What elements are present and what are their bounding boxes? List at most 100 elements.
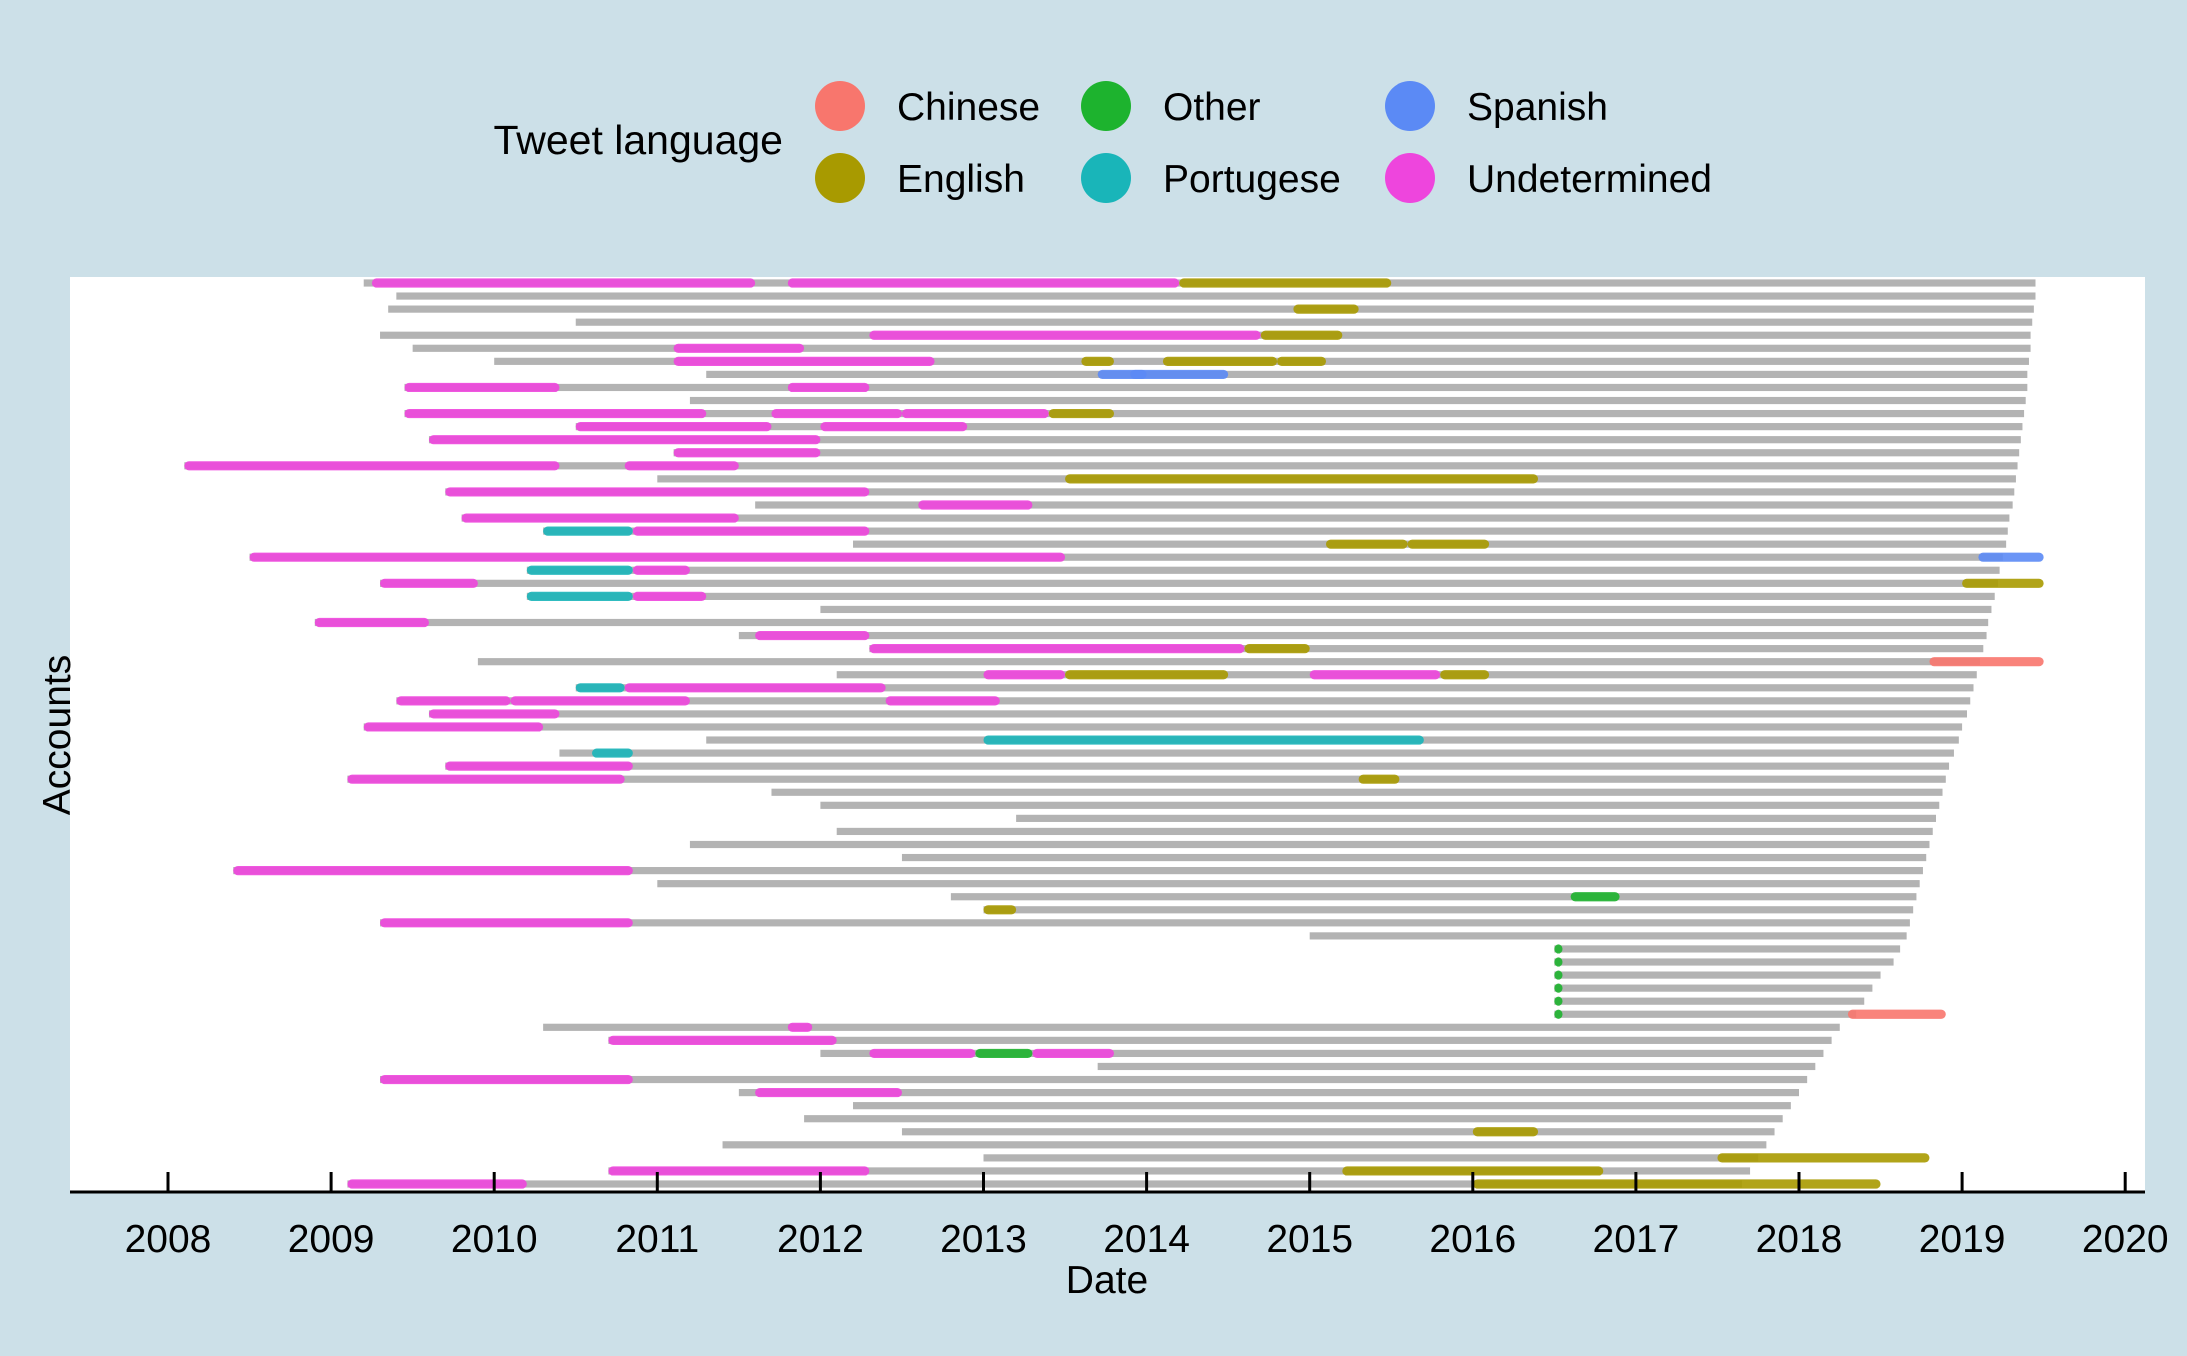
account-lifespan — [575, 423, 2023, 431]
x-tick-label-2012: 2012 — [777, 1218, 864, 1261]
tweet-run-other — [1554, 957, 1563, 967]
x-tick-label-2016: 2016 — [1429, 1218, 1516, 1261]
account-lifespan — [689, 396, 2026, 405]
tweet-run-other — [1554, 996, 1563, 1006]
tweet-run-english — [983, 905, 1017, 915]
account-lifespan — [836, 827, 1933, 836]
legend-key-spanish — [1385, 81, 1435, 131]
tweet-run-english — [1162, 356, 1278, 366]
legend: Tweet language Chinese English Other Portug… — [493, 81, 1712, 203]
account-lifespan — [543, 1023, 1840, 1031]
account-lifespan — [559, 749, 1954, 757]
legend-key-portugese — [1081, 153, 1131, 203]
account-lifespan — [396, 697, 1971, 705]
legend-title: Tweet language — [493, 117, 783, 163]
account-lifespan — [428, 710, 1967, 718]
x-tick-label-2008: 2008 — [125, 1218, 212, 1261]
tweet-run-undetermined — [624, 683, 886, 693]
tweet-run-undetermined — [755, 1088, 902, 1098]
account-lifespan — [184, 462, 2018, 470]
account-lifespan — [347, 1180, 1742, 1188]
tweet-run-english — [1179, 278, 1392, 288]
account-lifespan — [412, 344, 2031, 352]
tweet-run-spanish — [1130, 369, 1229, 379]
tweet-run-undetermined — [869, 644, 1245, 654]
legend-label-other: Other — [1163, 86, 1261, 129]
tweet-run-undetermined — [396, 696, 511, 706]
tweet-run-english — [1293, 304, 1359, 314]
tweet-run-english — [1244, 644, 1310, 654]
tweet-run-undetermined — [771, 408, 902, 419]
tweet-run-english — [1717, 1153, 1930, 1163]
tweet-run-english — [1472, 1127, 1539, 1137]
y-axis-label: Accounts — [36, 655, 79, 815]
tweet-run-undetermined — [445, 487, 870, 497]
legend-entries: Chinese English Other Portugese Spanish Undet… — [815, 81, 1712, 203]
tweet-run-english — [1065, 474, 1539, 484]
legend-label-spanish: Spanish — [1467, 86, 1608, 129]
account-lifespan — [689, 840, 1930, 849]
tweet-run-undetermined — [755, 630, 870, 641]
tweet-run-english — [1065, 670, 1229, 680]
account-lifespan — [404, 383, 2028, 392]
account-lifespan — [950, 893, 1917, 901]
tweet-run-undetermined — [673, 343, 805, 353]
tweet-run-other — [1554, 983, 1563, 993]
tweet-run-english — [1962, 578, 2044, 588]
account-lifespan — [428, 436, 2021, 444]
account-lifespan — [575, 318, 2033, 326]
tweet-run-undetermined — [869, 330, 1261, 340]
account-lifespan — [1554, 997, 1865, 1005]
tweet-run-other — [975, 1048, 1033, 1059]
account-lifespan — [901, 853, 1927, 862]
legend-key-english — [815, 153, 865, 203]
account-lifespan — [608, 1167, 1751, 1175]
tweet-marks — [184, 278, 2044, 1189]
account-lifespan — [404, 409, 2025, 418]
x-axis-label: Date — [1066, 1259, 1148, 1302]
tweet-run-undetermined — [404, 408, 707, 419]
account-lifespan — [983, 1154, 1759, 1162]
tweet-run-undetermined — [363, 722, 544, 732]
tweet-run-english — [1440, 670, 1490, 680]
x-tick-label-2017: 2017 — [1593, 1218, 1680, 1261]
tweet-run-english — [1472, 1179, 1881, 1189]
tweet-run-undetermined — [901, 408, 1049, 419]
tweet-run-portugese — [592, 748, 633, 758]
account-lifespan — [1554, 958, 1894, 966]
tweet-run-other — [1570, 892, 1620, 902]
x-tick-label-2019: 2019 — [1919, 1218, 2006, 1261]
tweet-run-undetermined — [632, 591, 707, 601]
account-lifespan — [445, 488, 2015, 496]
tweet-run-english — [1358, 774, 1400, 784]
account-lifespan — [869, 645, 1984, 653]
legend-label-undetermined: Undetermined — [1467, 158, 1712, 201]
account-lifespan — [380, 579, 1998, 587]
x-tick-label-2013: 2013 — [940, 1218, 1027, 1261]
tweet-run-portugese — [526, 591, 633, 601]
tweet-run-other — [1554, 970, 1563, 980]
tweet-run-english — [1277, 356, 1327, 366]
x-tick-label-2018: 2018 — [1756, 1218, 1843, 1261]
account-lifespan — [477, 658, 1981, 666]
x-tick-label-2011: 2011 — [615, 1218, 699, 1261]
x-ticks: 2008 2009 2010 2011 2012 2013 2014 2015 2016 2017… — [125, 1172, 2169, 1261]
account-lifespan — [396, 292, 2036, 300]
account-lifespan — [1016, 814, 1937, 822]
account-lifespan — [347, 775, 1946, 783]
account-lifespan — [314, 618, 1989, 627]
account-lifespan — [722, 1141, 1767, 1149]
account-lifespan — [738, 631, 1987, 640]
tweet-run-undetermined — [673, 448, 821, 458]
account-lifespan — [771, 788, 1943, 796]
legend-label-portugese: Portugese — [1163, 158, 1341, 201]
x-tick-label-2014: 2014 — [1103, 1218, 1190, 1261]
legend-key-other — [1081, 81, 1131, 131]
account-lifespan — [820, 801, 1940, 809]
account-lifespan — [1554, 984, 1873, 992]
tweet-run-undetermined — [404, 382, 560, 393]
account-lifespan — [1309, 932, 1907, 940]
tweet-run-undetermined — [371, 278, 756, 288]
x-tick-label-2020: 2020 — [2082, 1218, 2169, 1261]
